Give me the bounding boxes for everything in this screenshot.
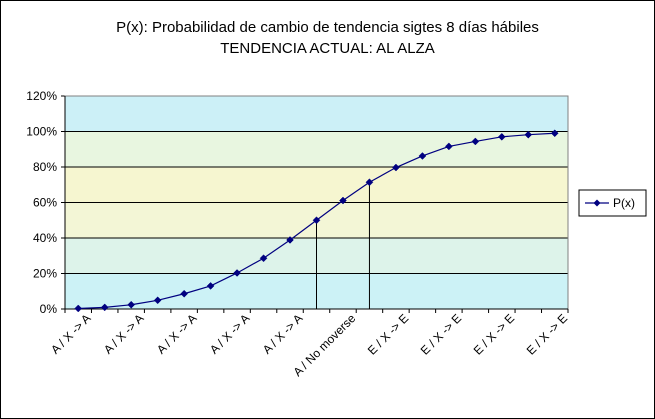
data-point (153, 296, 162, 305)
data-point (550, 129, 559, 138)
data-point (365, 178, 374, 187)
data-point (74, 304, 83, 313)
data-point (206, 282, 215, 290)
y-tick-label: 100% (26, 125, 57, 139)
x-tick-label: E / X -> E (365, 311, 411, 357)
x-tick-label: A / X -> A (154, 311, 200, 357)
x-tick-label: A / X -> A (260, 311, 306, 357)
y-tick-label: 60% (33, 196, 57, 210)
chart-subtitle: TENDENCIA ACTUAL: AL ALZA (220, 40, 435, 57)
data-point (312, 216, 321, 225)
data-point (497, 132, 506, 141)
background-band (65, 131, 568, 167)
y-tick-label: 40% (33, 231, 57, 245)
data-point (418, 152, 427, 160)
data-point (286, 236, 294, 244)
chart-title: P(x): Probabilidad de cambio de tendenci… (116, 19, 539, 36)
legend-marker (593, 199, 601, 207)
x-tick-label: A / X -> A (207, 311, 253, 357)
data-point (233, 269, 241, 277)
data-point (471, 137, 480, 146)
x-tick-label: E / X -> E (418, 311, 464, 357)
y-tick-label: 80% (33, 160, 57, 174)
data-point (100, 303, 109, 312)
y-tick-label: 0% (40, 302, 58, 316)
data-point (392, 163, 400, 172)
y-tick-label: 20% (33, 267, 57, 281)
x-tick-label: A / X -> A (48, 311, 94, 357)
data-point (180, 289, 188, 298)
legend-label: P(x) (613, 196, 635, 210)
data-point (259, 254, 268, 263)
x-tick-label: E / X -> E (471, 311, 517, 357)
background-band (65, 167, 568, 203)
data-point (524, 130, 533, 139)
y-tick-label: 120% (26, 89, 57, 103)
data-point (445, 142, 453, 151)
background-band (65, 96, 568, 132)
x-tick-label: E / X -> E (524, 311, 570, 357)
data-point (339, 196, 347, 205)
x-tick-label: A / X -> A (101, 311, 147, 357)
data-point (127, 300, 136, 309)
